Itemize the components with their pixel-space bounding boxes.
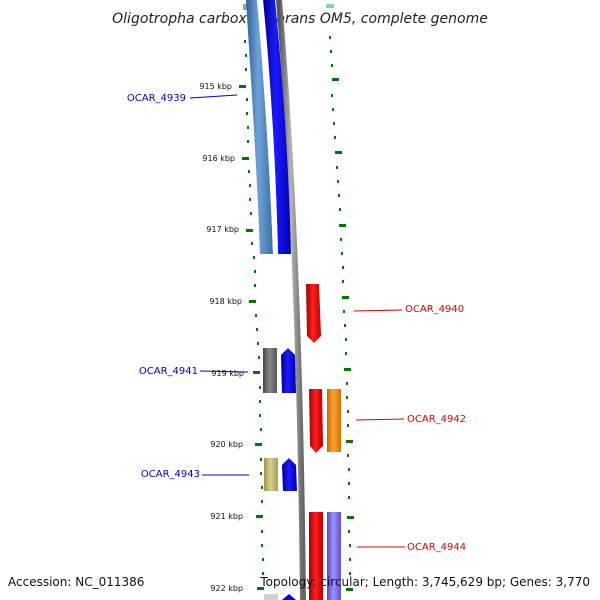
gene-ocar-4942-feature <box>309 389 323 453</box>
gene-ocar-4942-cog <box>327 389 341 452</box>
accession-text: Accession: NC_011386 <box>8 575 144 589</box>
topology-text: Topology: circular; Length: 3,745,629 bp… <box>259 575 590 589</box>
gene-label-ocar-4940[interactable]: OCAR_4940 <box>405 304 464 315</box>
gene-label-ocar-4939[interactable]: OCAR_4939 <box>127 93 186 104</box>
genome-backbone <box>276 0 306 600</box>
tick-label: 916 kbp <box>202 154 235 163</box>
gene-ocar-4941-feature <box>281 348 296 393</box>
gene-ocar-4939-cog <box>246 0 273 254</box>
tick-label: 922 kbp <box>210 584 243 593</box>
gene-label-ocar-4941[interactable]: OCAR_4941 <box>139 366 198 377</box>
bottom-fragment-gray <box>264 594 278 600</box>
tick-label: 915 kbp <box>199 82 232 91</box>
gene-ocar-4944-feature <box>309 512 323 600</box>
left-major-ticks <box>239 85 264 590</box>
right-scale-dots <box>329 36 351 575</box>
gene-label-ocar-4944[interactable]: OCAR_4944 <box>407 542 466 553</box>
tick-label: 918 kbp <box>209 297 242 306</box>
top-fragment-right <box>326 4 334 8</box>
gene-ocar-4940-feature <box>306 284 321 343</box>
gene-label-ocar-4942[interactable]: OCAR_4942 <box>407 414 466 425</box>
tick-label: 921 kbp <box>210 512 243 521</box>
gene-label-ocar-4943[interactable]: OCAR_4943 <box>141 469 200 480</box>
gene-ocar-4941-cog <box>263 348 277 393</box>
bottom-fragment-blue <box>282 594 296 600</box>
tick-label: 920 kbp <box>210 440 243 449</box>
left-scale-dots <box>244 40 264 575</box>
gene-ocar-4943-feature <box>282 458 297 491</box>
tick-labels: 915 kbp 916 kbp 917 kbp 918 kbp 919 kbp … <box>199 82 244 593</box>
tick-label: 919 kbp <box>211 369 244 378</box>
tick-label: 917 kbp <box>206 225 239 234</box>
gene-ocar-4944-cog <box>327 512 341 600</box>
gene-ocar-4943-cog <box>264 458 278 491</box>
gene-leader-lines <box>189 94 405 548</box>
map-title: Oligotropha carboxidovorans OM5, complet… <box>112 11 488 27</box>
right-major-ticks <box>332 78 354 591</box>
gene-ocar-4939-highlight <box>257 0 278 254</box>
gene-ocar-4939-feature <box>263 0 291 254</box>
